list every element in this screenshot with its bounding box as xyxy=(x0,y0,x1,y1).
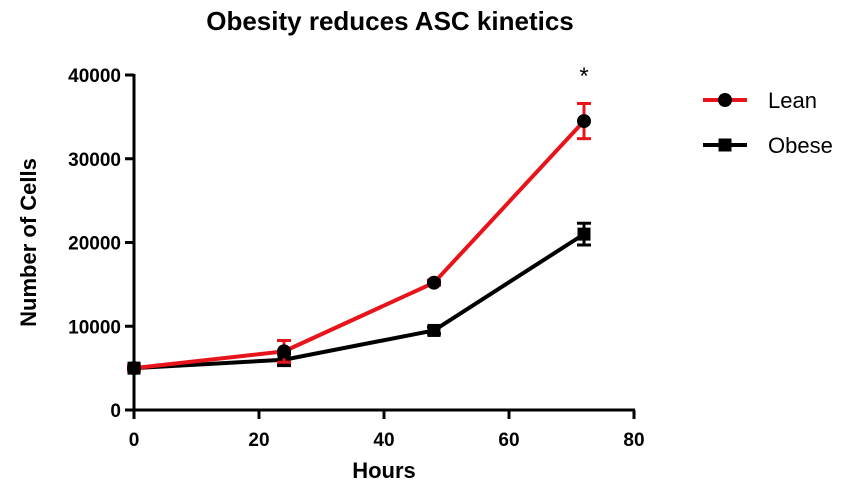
data-point xyxy=(427,275,441,290)
data-point xyxy=(277,344,291,359)
plot-area xyxy=(127,101,591,376)
data-point xyxy=(427,323,441,337)
x-tick-label: 20 xyxy=(248,430,269,451)
x-axis-label: Hours xyxy=(352,458,416,483)
x-tick-label: 40 xyxy=(373,430,394,451)
y-tick-label: 0 xyxy=(110,401,121,422)
legend-item-obese: Obese xyxy=(703,133,833,158)
x-tick-label: 80 xyxy=(623,430,644,451)
legend-label-obese: Obese xyxy=(768,133,833,158)
significance-annotation: * xyxy=(579,63,588,90)
series-obese xyxy=(127,221,591,375)
legend-label-lean: Lean xyxy=(768,88,817,113)
x-tick-label: 60 xyxy=(498,430,519,451)
data-point xyxy=(577,227,591,241)
series-lean xyxy=(127,101,591,376)
y-tick-label: 10000 xyxy=(68,317,121,338)
series-line-obese xyxy=(133,232,586,371)
x-tick-label: 0 xyxy=(129,430,140,451)
y-tick-label: 30000 xyxy=(68,150,121,171)
data-point xyxy=(577,114,591,129)
legend-item-lean: Lean xyxy=(703,88,817,113)
y-axis-label: Number of Cells xyxy=(16,158,41,327)
y-tick-label: 40000 xyxy=(68,66,121,87)
annotations: * xyxy=(579,63,588,90)
legend: Lean Obese xyxy=(703,88,833,158)
series-line-lean xyxy=(133,119,586,371)
ticks: 0 20 40 60 80 0 10000 20000 30000 40000 xyxy=(68,66,644,451)
legend-marker xyxy=(718,93,732,107)
y-tick-label: 20000 xyxy=(68,234,121,255)
legend-marker xyxy=(718,138,732,152)
data-point xyxy=(127,361,141,376)
chart-title: Obesity reduces ASC kinetics xyxy=(206,6,574,36)
